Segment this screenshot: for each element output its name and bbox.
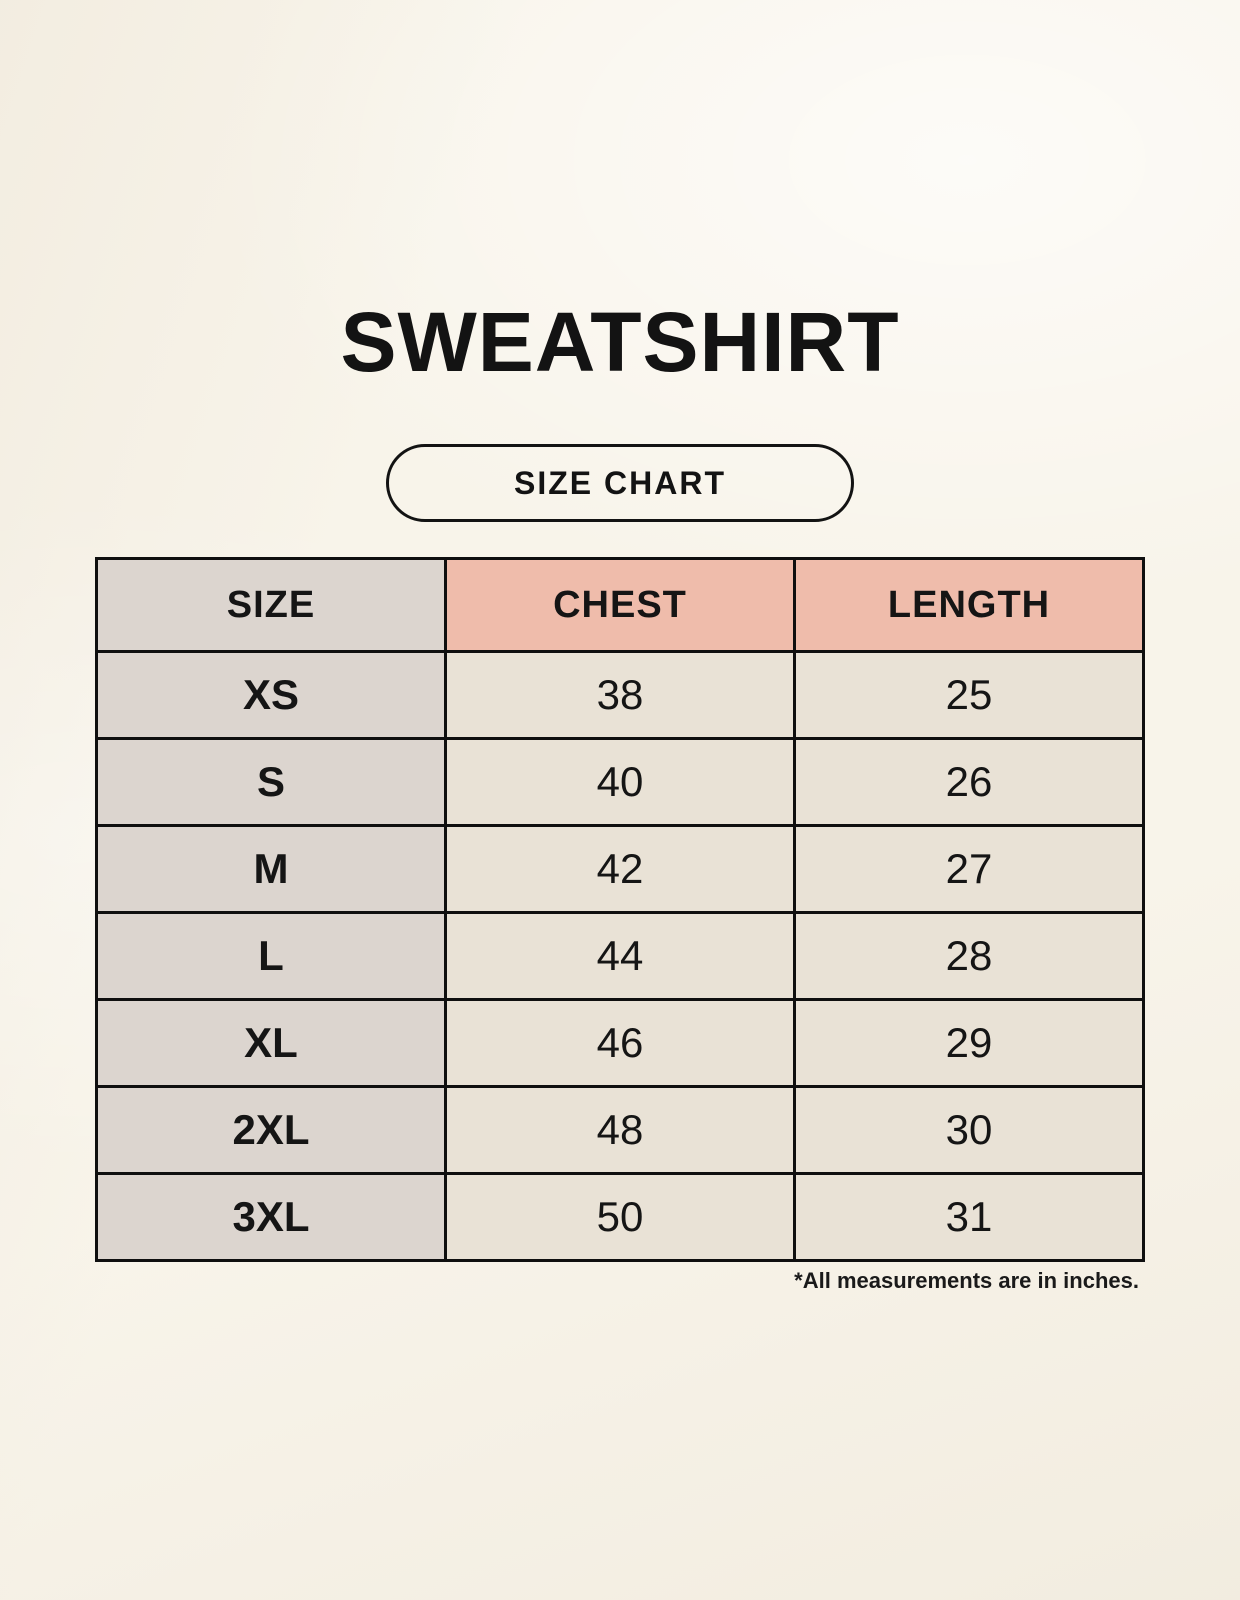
chest-cell: 42 <box>444 824 796 914</box>
chest-cell: 46 <box>444 998 796 1088</box>
table-row: M 42 27 <box>95 824 1145 914</box>
size-cell: M <box>95 824 447 914</box>
table-row: 3XL 50 31 <box>95 1172 1145 1262</box>
size-chart-button-label: SIZE CHART <box>514 464 726 501</box>
size-chart-table: SIZE CHEST LENGTH XS 38 25 S 40 26 M 42 … <box>95 557 1145 1262</box>
table-row: L 44 28 <box>95 911 1145 1001</box>
length-cell: 26 <box>793 737 1145 827</box>
table-row: S 40 26 <box>95 737 1145 827</box>
chest-cell: 38 <box>444 650 796 740</box>
length-cell: 30 <box>793 1085 1145 1175</box>
table-row: 2XL 48 30 <box>95 1085 1145 1175</box>
size-cell: 2XL <box>95 1085 447 1175</box>
column-header-chest: CHEST <box>444 557 796 653</box>
measurements-note: *All measurements are in inches. <box>794 1268 1139 1293</box>
chest-cell: 40 <box>444 737 796 827</box>
size-cell: S <box>95 737 447 827</box>
length-cell: 28 <box>793 911 1145 1001</box>
chest-cell: 48 <box>444 1085 796 1175</box>
length-cell: 25 <box>793 650 1145 740</box>
table-row: XS 38 25 <box>95 650 1145 740</box>
header-row: SIZE CHEST LENGTH <box>95 557 1145 653</box>
length-cell: 31 <box>793 1172 1145 1262</box>
column-header-size: SIZE <box>95 557 447 653</box>
page-title: SWEATSHIRT <box>340 295 900 389</box>
size-cell: XS <box>95 650 447 740</box>
size-cell: XL <box>95 998 447 1088</box>
chest-cell: 50 <box>444 1172 796 1262</box>
size-cell: 3XL <box>95 1172 447 1262</box>
length-cell: 29 <box>793 998 1145 1088</box>
chest-cell: 44 <box>444 911 796 1001</box>
size-chart-button[interactable]: SIZE CHART <box>386 444 854 522</box>
table-row: XL 46 29 <box>95 998 1145 1088</box>
column-header-length: LENGTH <box>793 557 1145 653</box>
size-cell: L <box>95 911 447 1001</box>
length-cell: 27 <box>793 824 1145 914</box>
